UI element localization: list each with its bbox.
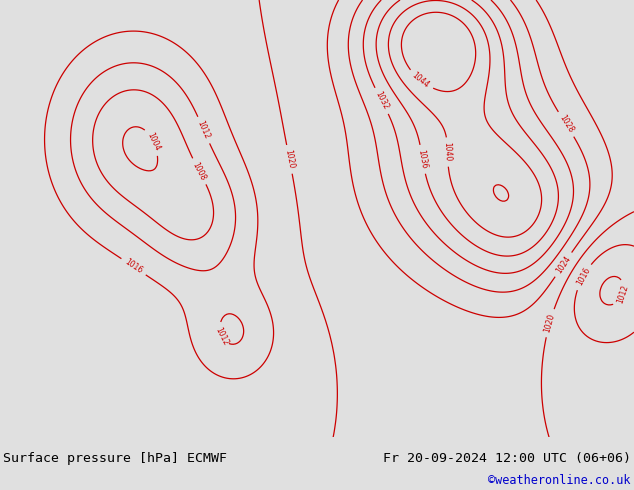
Text: 1036: 1036: [417, 149, 429, 170]
Text: 1020: 1020: [283, 149, 295, 170]
Text: 1040: 1040: [443, 142, 453, 162]
Text: 1032: 1032: [373, 90, 390, 111]
Text: Fr 20-09-2024 12:00 UTC (06+06): Fr 20-09-2024 12:00 UTC (06+06): [383, 452, 631, 465]
Text: 1028: 1028: [557, 114, 575, 135]
Text: 1012: 1012: [616, 283, 630, 304]
Text: Surface pressure [hPa] ECMWF: Surface pressure [hPa] ECMWF: [3, 452, 227, 465]
Text: 1016: 1016: [574, 266, 592, 287]
Text: ©weatheronline.co.uk: ©weatheronline.co.uk: [488, 474, 631, 488]
Text: 1008: 1008: [191, 161, 208, 182]
Text: 1012: 1012: [214, 326, 230, 347]
Text: 1020: 1020: [543, 313, 557, 334]
Text: 1024: 1024: [554, 254, 573, 275]
Text: 1004: 1004: [145, 131, 162, 152]
Text: 1044: 1044: [410, 71, 431, 90]
Text: 1012: 1012: [196, 120, 212, 141]
Text: 1016: 1016: [123, 258, 144, 276]
